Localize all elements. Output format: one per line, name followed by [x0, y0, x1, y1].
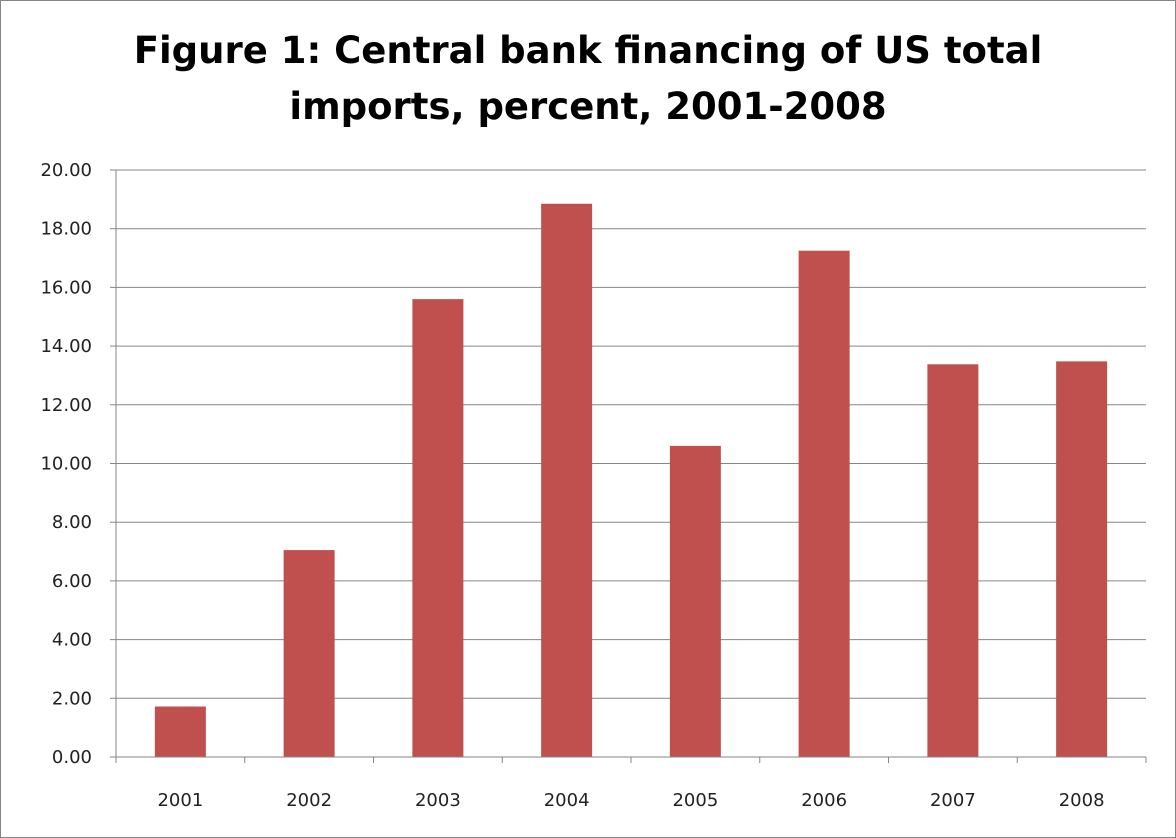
- bar-2004: [541, 203, 593, 757]
- x-tick-label: 2005: [672, 790, 718, 811]
- bar-2008: [1056, 361, 1108, 757]
- x-tick-label: 2007: [930, 790, 976, 811]
- x-tick-label: 2001: [157, 790, 203, 811]
- x-tick-label: 2008: [1059, 790, 1105, 811]
- y-tick-label: 20.00: [40, 160, 92, 181]
- y-tick-label: 18.00: [40, 219, 92, 240]
- chart-title-line-1: Figure 1: Central bank financing of US t…: [133, 29, 1043, 72]
- chart-title: Figure 1: Central bank financing of US t…: [1, 23, 1175, 135]
- chart-title-line-2: imports, percent, 2001-2008: [289, 85, 887, 128]
- y-tick-label: 14.00: [40, 336, 92, 357]
- bar-2001: [154, 706, 206, 757]
- bar-2007: [927, 364, 979, 757]
- bar-2005: [669, 445, 721, 757]
- y-tick-label: 10.00: [40, 454, 92, 475]
- x-tick-label: 2002: [286, 790, 332, 811]
- y-tick-label: 16.00: [40, 277, 92, 298]
- y-tick-label: 2.00: [52, 688, 92, 709]
- y-tick-label: 8.00: [52, 512, 92, 533]
- bar-2006: [798, 250, 850, 757]
- y-tick-label: 0.00: [52, 747, 92, 768]
- y-tick-label: 4.00: [52, 630, 92, 651]
- x-tick-label: 2006: [801, 790, 847, 811]
- x-tick-label: 2003: [415, 790, 461, 811]
- y-tick-label: 6.00: [52, 571, 92, 592]
- x-tick-label: 2004: [544, 790, 590, 811]
- bar-2002: [283, 550, 335, 757]
- bar-2003: [412, 299, 464, 757]
- y-tick-label: 12.00: [40, 395, 92, 416]
